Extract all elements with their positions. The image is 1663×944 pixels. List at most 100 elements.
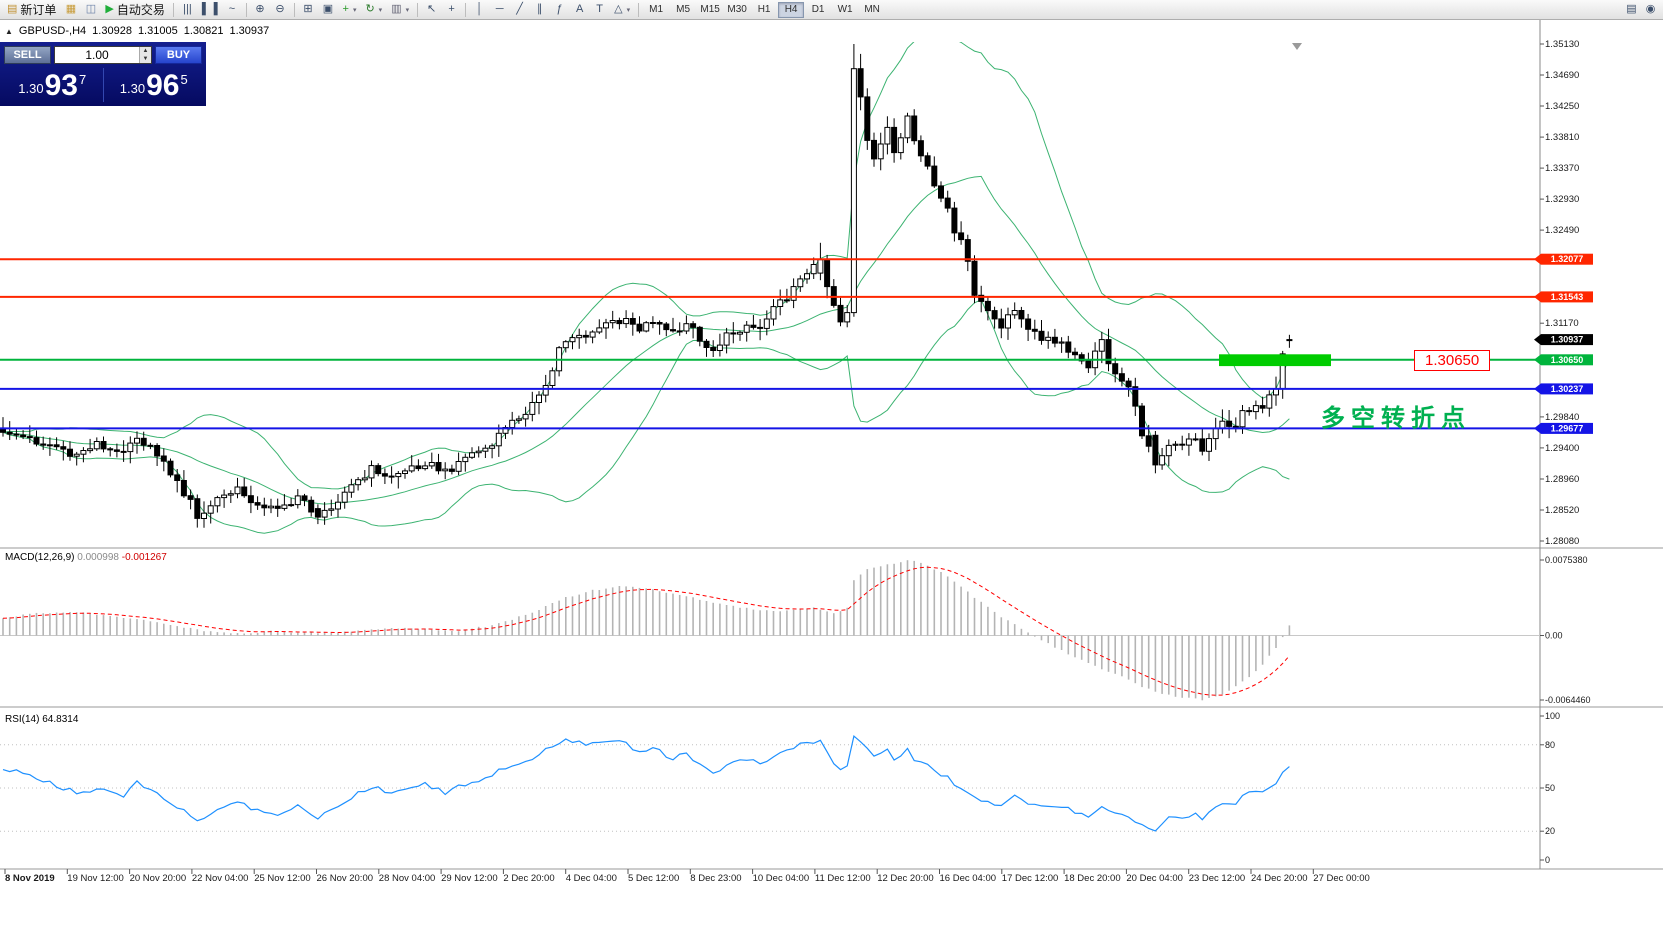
candle: [1031, 319, 1038, 340]
volume-down-button[interactable]: ▼: [140, 55, 151, 63]
cursor-button[interactable]: ↖: [422, 1, 441, 18]
crosshair-button[interactable]: +: [442, 1, 461, 18]
buy-button[interactable]: BUY: [155, 46, 202, 64]
time-axis-label: 18 Dec 20:00: [1064, 873, 1121, 884]
price-badge: 1.32077: [1534, 253, 1593, 265]
volume-up-button[interactable]: ▲: [140, 47, 151, 55]
timeframe-m15-button[interactable]: M15: [697, 2, 723, 18]
time-axis-label: 24 Dec 20:00: [1251, 873, 1308, 884]
timeframe-h1-button[interactable]: H1: [751, 2, 777, 18]
candle: [696, 325, 703, 347]
candle: [1018, 306, 1025, 328]
price-callout-label[interactable]: 1.30650: [1414, 350, 1491, 371]
candle: [308, 496, 315, 517]
timeframe-m5-button[interactable]: M5: [670, 2, 696, 18]
candle: [448, 464, 455, 475]
bollinger-middle-band: [2, 175, 1290, 505]
cascade-windows-button[interactable]: ▣: [319, 1, 338, 18]
new-order-button[interactable]: ▤ 新订单: [3, 1, 60, 18]
buy-price[interactable]: 1.30 96 5: [119, 69, 188, 103]
svg-text:0: 0: [1545, 855, 1550, 865]
time-axis-label: 5 Dec 12:00: [628, 873, 679, 884]
timeframe-w1-button[interactable]: W1: [832, 2, 858, 18]
trendline-button[interactable]: ╱: [510, 1, 529, 18]
time-axis-label: 8 Dec 23:00: [690, 873, 741, 884]
volume-value[interactable]: 1.00: [85, 48, 109, 62]
candle: [964, 234, 971, 272]
new-chart-button[interactable]: + ▾: [339, 1, 361, 18]
candle: [214, 495, 221, 513]
arrows-button[interactable]: △ ▾: [610, 1, 634, 18]
vertical-line-button[interactable]: │: [470, 1, 489, 18]
chart-canvas[interactable]: 1.35130 1.34690 1.34250 1.33810 1.33370 1.329…: [0, 20, 1663, 944]
horizontal-line-icon: ─: [495, 3, 504, 15]
chart-templates-button[interactable]: ▥ ▾: [387, 1, 413, 18]
price-axis-label: 1.33810: [1545, 132, 1579, 143]
screenshot-icon: ◉: [1645, 3, 1656, 15]
bollinger-bands-layer: [2, 42, 1290, 534]
timeframe-mn-button[interactable]: MN: [859, 2, 885, 18]
candle: [1085, 352, 1092, 373]
candle: [67, 441, 73, 461]
candle: [381, 468, 388, 484]
sell-price[interactable]: 1.30 93 7: [18, 69, 87, 103]
chart-shift-marker[interactable]: [1292, 43, 1302, 50]
candle: [388, 466, 395, 484]
volume-field[interactable]: 1.00 ▲ ▼: [54, 46, 152, 64]
candle: [750, 315, 757, 330]
time-axis-label: 8 Nov 2019: [5, 873, 55, 884]
timeframe-h4-button[interactable]: H4: [778, 1, 805, 18]
timeframe-m30-button[interactable]: M30: [724, 2, 750, 18]
timeframe-m1-button[interactable]: M1: [643, 2, 669, 18]
zoom-out-button[interactable]: ⊖: [271, 1, 290, 18]
text-button[interactable]: A: [570, 1, 589, 18]
market-watch-button[interactable]: ▦: [61, 1, 80, 18]
timeframe-d1-button[interactable]: D1: [805, 2, 831, 18]
candle: [113, 443, 120, 458]
line-chart-button[interactable]: ~: [223, 1, 242, 18]
print-icon: ▤: [1626, 3, 1637, 15]
time-axis-label: 2 Dec 20:00: [503, 873, 554, 884]
bar-chart-button[interactable]: |||: [178, 1, 197, 18]
candle: [73, 451, 80, 466]
data-window-button[interactable]: ◫: [81, 1, 100, 18]
candle: [167, 458, 174, 478]
time-axis-label: 20 Nov 20:00: [130, 873, 187, 884]
svg-text:1.31543: 1.31543: [1551, 292, 1584, 302]
svg-text:1.32077: 1.32077: [1551, 254, 1584, 264]
price-axis-label: 1.29400: [1545, 443, 1579, 454]
fibonacci-button[interactable]: ƒ: [550, 1, 569, 18]
candle: [616, 317, 623, 330]
chart-templates-icon: ▥: [391, 3, 402, 15]
autotrade-button[interactable]: ▶ 自动交易: [101, 1, 168, 18]
candle: [917, 135, 924, 162]
ohlc-close: 1.30937: [229, 25, 270, 37]
equidistant-channel-button[interactable]: ∥: [530, 1, 549, 18]
tile-windows-button[interactable]: ⊞: [299, 1, 318, 18]
candle: [1132, 377, 1139, 416]
candle: [643, 321, 650, 333]
new-order-icon: ▤: [7, 3, 18, 15]
turning-point-annotation[interactable]: 多空转折点: [1321, 405, 1471, 432]
horizontal-line-button[interactable]: ─: [490, 1, 509, 18]
candle: [361, 470, 368, 483]
highlight-rectangle[interactable]: [1219, 354, 1331, 367]
screenshot-button[interactable]: ◉: [1641, 1, 1660, 18]
sell-button[interactable]: SELL: [4, 46, 51, 64]
candlestick-chart-button[interactable]: ▌▐: [198, 1, 222, 18]
chart-profiles-button[interactable]: ↻ ▾: [361, 1, 386, 18]
candle: [850, 44, 857, 317]
text-label-button[interactable]: T: [590, 1, 609, 18]
price-axis-label: 1.29840: [1545, 412, 1579, 423]
candle: [127, 436, 134, 464]
svg-text:1.29677: 1.29677: [1551, 423, 1584, 433]
autotrade-play-icon: ▶: [105, 3, 114, 15]
print-button[interactable]: ▤: [1622, 1, 1641, 18]
one-click-panel-toggle[interactable]: ▲: [5, 26, 13, 36]
svg-text:100: 100: [1545, 711, 1560, 721]
zoom-in-button[interactable]: ⊕: [251, 1, 270, 18]
time-axis-label: 10 Dec 04:00: [753, 873, 810, 884]
candle: [60, 440, 67, 461]
candle: [522, 406, 529, 427]
candle: [469, 447, 475, 459]
